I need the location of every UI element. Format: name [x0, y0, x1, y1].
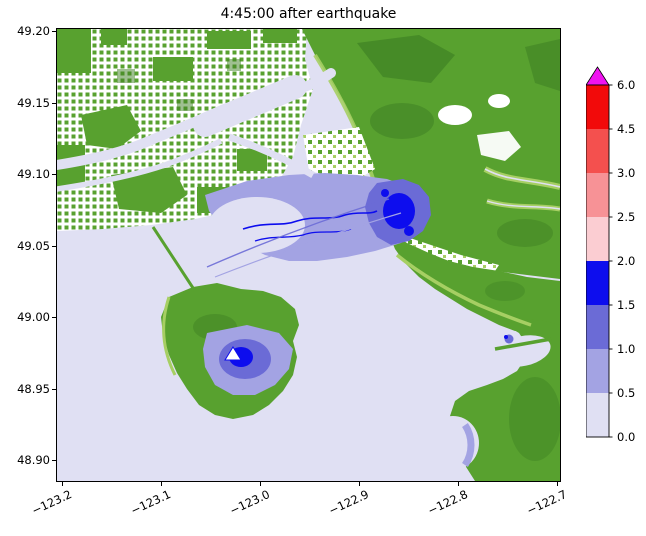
- y-tick-label: 48.95: [17, 382, 50, 396]
- x-tick-label: −123.2: [29, 487, 74, 518]
- gauge-marker: [224, 346, 242, 361]
- x-tick-label: −123.0: [227, 487, 272, 518]
- colorbar-segment: [586, 129, 609, 173]
- x-tick-label: −122.8: [425, 487, 470, 518]
- colorbar-tick-label: 4.5: [617, 122, 635, 136]
- y-tick: [52, 103, 56, 104]
- y-tick: [52, 389, 56, 390]
- colorbar-tick-label: 2.5: [617, 210, 635, 224]
- colorbar-segment: [586, 393, 609, 437]
- x-tick-label: −122.9: [326, 487, 371, 518]
- y-tick-label: 49.15: [17, 96, 50, 110]
- y-tick: [52, 460, 56, 461]
- peninsula-flood: [203, 325, 293, 395]
- land-southeast: [387, 229, 560, 481]
- speckle-lowlands: [303, 127, 499, 277]
- y-tick: [52, 31, 56, 32]
- colorbar-segment: [586, 349, 609, 393]
- y-tick-label: 49.05: [17, 239, 50, 253]
- colorbar-segment: [586, 173, 609, 217]
- x-tick: [260, 482, 261, 486]
- y-tick: [52, 174, 56, 175]
- y-tick-label: 49.00: [17, 310, 50, 324]
- y-tick-label: 48.90: [17, 453, 50, 467]
- colorbar-segment: [586, 261, 609, 305]
- x-tick: [359, 482, 360, 486]
- colorbar-segment: [586, 217, 609, 261]
- plot-area: [56, 28, 561, 482]
- land-northeast: [302, 29, 560, 279]
- colorbar-tick-label: 3.0: [617, 166, 635, 180]
- x-tick: [62, 482, 63, 486]
- colorbar: 6.0 4.5 3.0 2.5 2.0 1.5 1.0 0.5 0.0: [585, 66, 646, 465]
- colorbar-tick-label: 2.0: [617, 254, 635, 268]
- colorbar-tick-label: 1.5: [617, 298, 635, 312]
- causeway: [151, 226, 197, 292]
- y-tick-label: 49.10: [17, 167, 50, 181]
- x-tick-label: −123.1: [128, 487, 173, 518]
- colorbar-segment: [586, 85, 609, 129]
- colorbar-tick-label: 1.0: [617, 342, 635, 356]
- river: [57, 68, 336, 192]
- x-tick: [557, 482, 558, 486]
- x-tick: [161, 482, 162, 486]
- x-tick-label: −122.7: [524, 487, 569, 518]
- colorbar-over-arrow: [585, 66, 610, 86]
- y-tick: [52, 246, 56, 247]
- y-tick: [52, 317, 56, 318]
- colorbar-tick-label: 6.0: [617, 78, 635, 92]
- colorbar-tick-label: 0.0: [617, 430, 635, 444]
- flood-zone-central: [205, 173, 431, 278]
- y-tick-label: 49.20: [17, 24, 50, 38]
- plot-title: 4:45:00 after earthquake: [220, 6, 397, 22]
- x-tick: [458, 482, 459, 486]
- colorbar-tick-label: 0.5: [617, 386, 635, 400]
- map-canvas: [57, 29, 560, 481]
- colorbar-segment: [586, 305, 609, 349]
